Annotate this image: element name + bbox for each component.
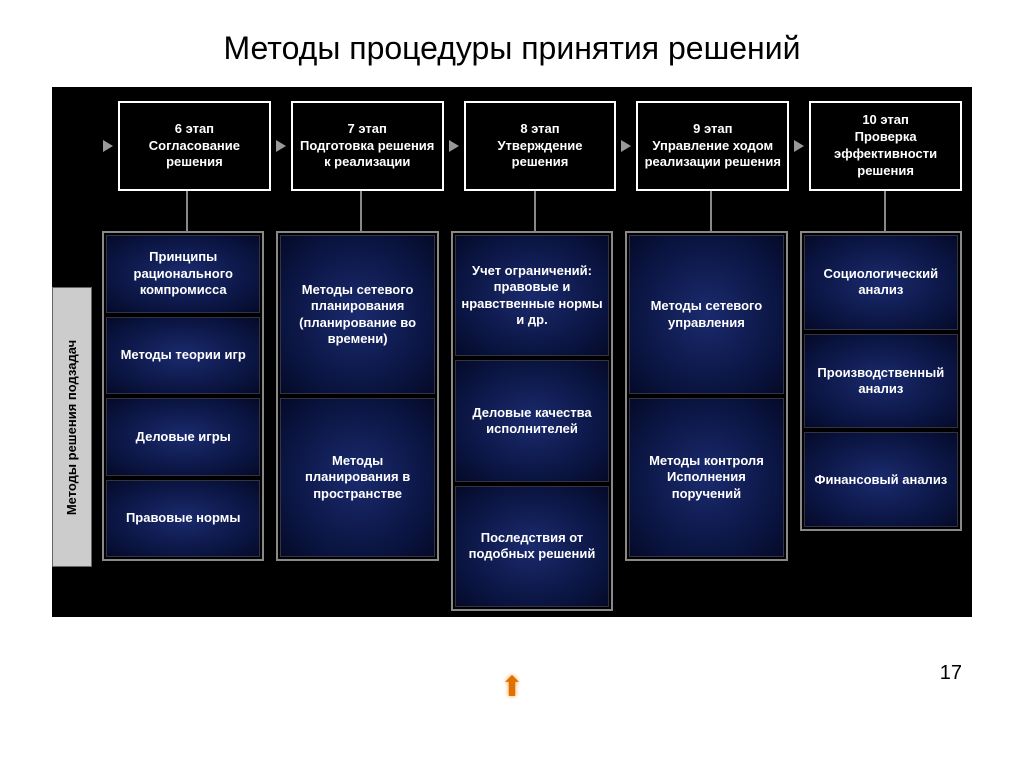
method-column-5: Социологический анализ Производственный … bbox=[800, 231, 962, 531]
method-box: Финансовый анализ bbox=[804, 432, 958, 527]
method-box: Учет ограничений: правовые и нравственны… bbox=[455, 235, 609, 356]
arrow-icon bbox=[794, 140, 804, 152]
slide-title: Методы процедуры принятия решений bbox=[0, 0, 1024, 87]
method-box: Правовые нормы bbox=[106, 480, 260, 558]
stage-box-7: 7 этап Подготовка решения к реализации bbox=[291, 101, 444, 191]
side-label-text: Методы решения подзадач bbox=[65, 339, 80, 514]
method-column-4: Методы сетевого управления Методы контро… bbox=[625, 231, 787, 561]
connector bbox=[534, 191, 536, 231]
method-column-2: Методы сетевого планирования (планирован… bbox=[276, 231, 438, 561]
method-box: Социологический анализ bbox=[804, 235, 958, 330]
connector bbox=[186, 191, 188, 231]
method-column-1: Принципы рационального компромисса Метод… bbox=[102, 231, 264, 561]
stage-num: 7 этап bbox=[297, 121, 438, 138]
methods-row: Принципы рационального компромисса Метод… bbox=[102, 231, 962, 611]
method-box: Методы контроля Исполнения поручений bbox=[629, 398, 783, 557]
stage-num: 10 этап bbox=[815, 112, 956, 129]
stage-box-9: 9 этап Управление ходом реализации решен… bbox=[636, 101, 789, 191]
connectors bbox=[102, 191, 962, 231]
stages-row: 6 этап Согласование решения 7 этап Подго… bbox=[102, 101, 962, 191]
stage-label: Согласование решения bbox=[124, 138, 265, 172]
method-box: Методы теории игр bbox=[106, 317, 260, 395]
connector bbox=[360, 191, 362, 231]
arrow-icon bbox=[449, 140, 459, 152]
method-box: Последствия от подобных решений bbox=[455, 486, 609, 607]
stage-box-10: 10 этап Проверка эффективности решения bbox=[809, 101, 962, 191]
method-box: Методы сетевого планирования (планирован… bbox=[280, 235, 434, 394]
side-label: Методы решения подзадач bbox=[52, 287, 92, 567]
stage-num: 6 этап bbox=[124, 121, 265, 138]
stage-num: 8 этап bbox=[470, 121, 611, 138]
diagram-container: Методы решения подзадач 6 этап Согласова… bbox=[52, 87, 972, 617]
method-box: Деловые игры bbox=[106, 398, 260, 476]
method-box: Деловые качества исполнителей bbox=[455, 360, 609, 481]
method-box: Методы сетевого управления bbox=[629, 235, 783, 394]
arrow-icon bbox=[103, 140, 113, 152]
stage-label: Проверка эффективности решения bbox=[815, 129, 956, 180]
stage-num: 9 этап bbox=[642, 121, 783, 138]
page-number: 17 bbox=[940, 662, 962, 685]
arrow-icon bbox=[276, 140, 286, 152]
connector bbox=[710, 191, 712, 231]
method-box: Принципы рационального компромисса bbox=[106, 235, 260, 313]
stage-label: Утверждение решения bbox=[470, 138, 611, 172]
stage-label: Управление ходом реализации решения bbox=[642, 138, 783, 172]
arrow-icon bbox=[621, 140, 631, 152]
stage-box-8: 8 этап Утверждение решения bbox=[464, 101, 617, 191]
method-column-3: Учет ограничений: правовые и нравственны… bbox=[451, 231, 613, 611]
nav-up-arrow-icon[interactable]: ⬆ bbox=[500, 670, 523, 703]
connector bbox=[884, 191, 886, 231]
stage-label: Подготовка решения к реализации bbox=[297, 138, 438, 172]
method-box: Производственный анализ bbox=[804, 334, 958, 429]
method-box: Методы планирования в пространстве bbox=[280, 398, 434, 557]
stage-box-6: 6 этап Согласование решения bbox=[118, 101, 271, 191]
